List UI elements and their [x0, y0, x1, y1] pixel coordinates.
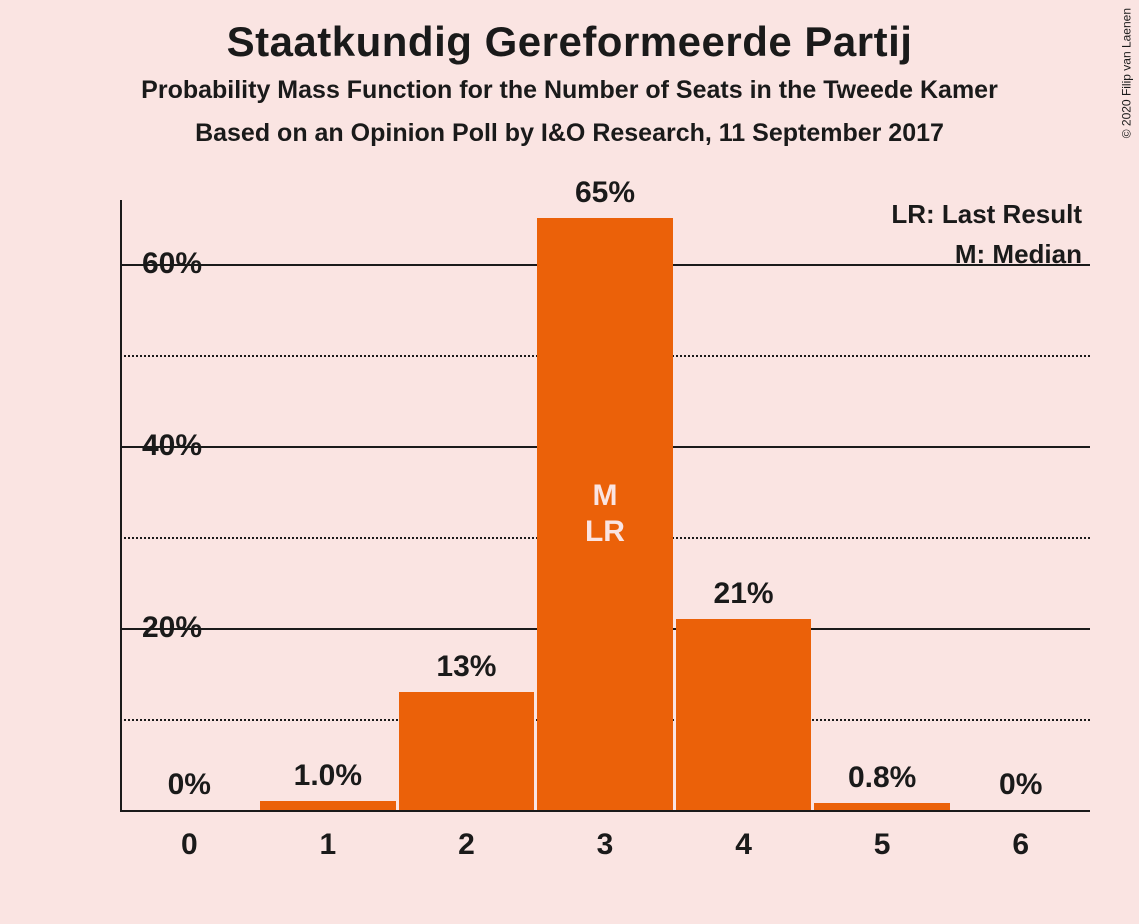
chart-subtitle-1: Probability Mass Function for the Number… — [0, 76, 1139, 105]
bar-value-label: 65% — [537, 176, 673, 210]
x-tick-label: 2 — [458, 828, 475, 862]
bar-value-label: 0% — [953, 768, 1089, 802]
bar — [260, 801, 396, 810]
chart-subtitle-2: Based on an Opinion Poll by I&O Research… — [0, 119, 1139, 148]
plot-area: 0%1.0%13%65%MLR21%0.8%0% LR: Last Result… — [120, 200, 1090, 810]
y-tick-label: 40% — [142, 429, 202, 463]
bar-slot: 0% — [121, 200, 257, 810]
legend-lr: LR: Last Result — [891, 194, 1082, 234]
copyright-text: © 2020 Filip van Laenen — [1119, 8, 1133, 138]
bar — [399, 692, 535, 810]
bar-slot: 21% — [676, 200, 812, 810]
bar-value-label: 13% — [399, 650, 535, 684]
y-tick-label: 60% — [142, 247, 202, 281]
bar-value-label: 21% — [676, 577, 812, 611]
bar-slot: 0% — [953, 200, 1089, 810]
x-tick-label: 1 — [320, 828, 337, 862]
title-block: Staatkundig Gereformeerde Partij Probabi… — [0, 0, 1139, 148]
y-tick-label: 20% — [142, 611, 202, 645]
x-tick-label: 6 — [1012, 828, 1029, 862]
bar-last-result-label: LR — [537, 514, 673, 550]
legend: LR: Last Result M: Median — [891, 194, 1082, 275]
bar-slot: 13% — [399, 200, 535, 810]
bar-slot: 1.0% — [260, 200, 396, 810]
bar-value-label: 0.8% — [814, 761, 950, 795]
bar — [814, 803, 950, 810]
x-tick-label: 3 — [597, 828, 614, 862]
x-tick-label: 0 — [181, 828, 198, 862]
bar-median-label: M — [537, 478, 673, 514]
bar — [676, 619, 812, 810]
bar-value-label: 0% — [121, 768, 257, 802]
x-tick-label: 5 — [874, 828, 891, 862]
x-tick-label: 4 — [735, 828, 752, 862]
bar-inner-labels: MLR — [537, 478, 673, 550]
legend-m: M: Median — [891, 234, 1082, 274]
bars: 0%1.0%13%65%MLR21%0.8%0% — [120, 200, 1090, 810]
bar-slot: 0.8% — [814, 200, 950, 810]
bar-slot: 65%MLR — [537, 200, 673, 810]
chart: 0%1.0%13%65%MLR21%0.8%0% LR: Last Result… — [40, 200, 1100, 860]
chart-title: Staatkundig Gereformeerde Partij — [0, 18, 1139, 66]
bar-value-label: 1.0% — [260, 759, 396, 793]
grid-baseline — [120, 810, 1090, 812]
